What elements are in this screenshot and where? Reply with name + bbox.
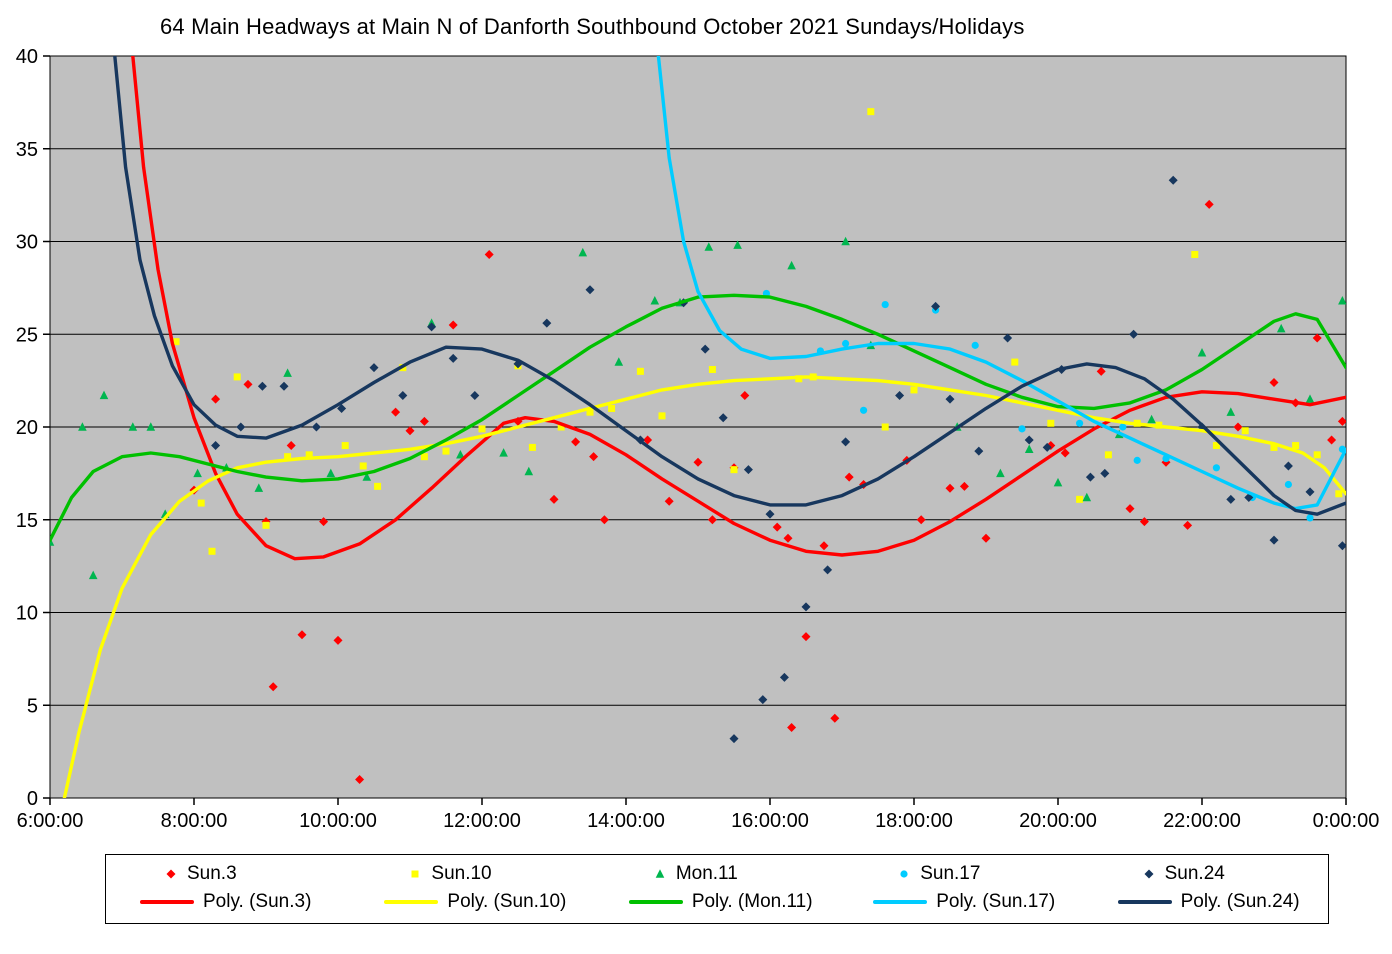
legend-label: Sun.3 xyxy=(187,863,237,884)
legend-label: Sun.24 xyxy=(1164,863,1225,884)
trendline-poly-sun-17- xyxy=(656,56,1346,511)
y-axis-label: 35 xyxy=(16,139,38,161)
chart-legend: Sun.3 Sun.10 Mon.11 Sun.17 Sun.24 Poly. (Sun… xyxy=(105,854,1329,924)
legend-item: Sun.3 xyxy=(106,860,350,888)
x-axis-label: 18:00:00 xyxy=(875,810,953,832)
diamond-marker-icon xyxy=(166,869,176,879)
x-axis-label: 0:00:00 xyxy=(1313,810,1380,832)
y-axis-label: 25 xyxy=(16,324,38,346)
series-sun-3 xyxy=(189,199,1346,784)
x-axis-label: 12:00:00 xyxy=(443,810,521,832)
x-axis-label: 8:00:00 xyxy=(161,810,228,832)
legend-label: Poly. (Mon.11) xyxy=(691,891,813,912)
legend-item: Sun.10 xyxy=(350,860,594,888)
legend-item: Poly. (Sun.17) xyxy=(839,888,1083,916)
legend-item: Poly. (Sun.24) xyxy=(1084,888,1328,916)
x-axis-label: 16:00:00 xyxy=(731,810,809,832)
legend-label: Sun.10 xyxy=(431,863,492,884)
trendline-swatch xyxy=(873,900,928,904)
trendline-swatch xyxy=(628,900,683,904)
square-marker-icon xyxy=(411,870,419,878)
headways-scatter-chart: 0 5 10 15 20 25 30 35 40 6:00:00 8:00:00 10:00:00 12… xyxy=(16,46,1380,832)
legend-label: Poly. (Sun.17) xyxy=(936,891,1056,912)
legend-label: Mon.11 xyxy=(675,863,738,884)
y-axis-label: 15 xyxy=(16,510,38,532)
legend-item: Sun.17 xyxy=(839,860,1083,888)
legend-label: Poly. (Sun.10) xyxy=(447,891,567,912)
x-axis-label: 6:00:00 xyxy=(17,810,84,832)
y-axis-label: 5 xyxy=(27,695,38,717)
trendline-swatch xyxy=(140,900,194,904)
circle-marker-icon xyxy=(900,870,908,878)
legend-label: Poly. (Sun.24) xyxy=(1180,891,1300,912)
trendline-poly-sun-24- xyxy=(113,56,1346,516)
chart-title: 64 Main Headways at Main N of Danforth S… xyxy=(160,14,1025,39)
trendline-poly-sun-3- xyxy=(131,56,1346,561)
legend-item: Poly. (Sun.10) xyxy=(350,888,594,916)
y-axis-label: 20 xyxy=(16,417,38,439)
legend-item: Poly. (Mon.11) xyxy=(595,888,839,916)
legend-item: Mon.11 xyxy=(595,860,839,888)
trendline-poly-mon-11- xyxy=(50,293,1346,542)
y-axis-label: 0 xyxy=(27,788,38,810)
y-axis-label: 30 xyxy=(16,232,38,254)
triangle-marker-icon xyxy=(655,869,665,878)
x-axis-label: 20:00:00 xyxy=(1019,810,1097,832)
x-axis-label: 10:00:00 xyxy=(299,810,377,832)
x-axis-label: 14:00:00 xyxy=(587,810,665,832)
legend-label: Poly. (Sun.3) xyxy=(203,891,312,912)
legend-item: Poly. (Sun.3) xyxy=(106,888,350,916)
y-axis-label: 40 xyxy=(16,46,38,68)
diamond-marker-icon xyxy=(1144,869,1154,879)
legend-label: Sun.17 xyxy=(920,863,981,884)
x-axis-label: 22:00:00 xyxy=(1163,810,1241,832)
trendline-swatch xyxy=(1117,900,1172,904)
legend-item: Sun.24 xyxy=(1084,860,1328,888)
trendline-swatch xyxy=(384,900,439,904)
legend-series-row: Sun.3 Sun.10 Mon.11 Sun.17 Sun.24 xyxy=(106,860,1328,888)
y-axis-label: 10 xyxy=(16,603,38,625)
trendline-poly-sun-10- xyxy=(62,375,1346,798)
legend-trendline-row: Poly. (Sun.3) Poly. (Sun.10) Poly. (Mon.11… xyxy=(106,888,1328,916)
